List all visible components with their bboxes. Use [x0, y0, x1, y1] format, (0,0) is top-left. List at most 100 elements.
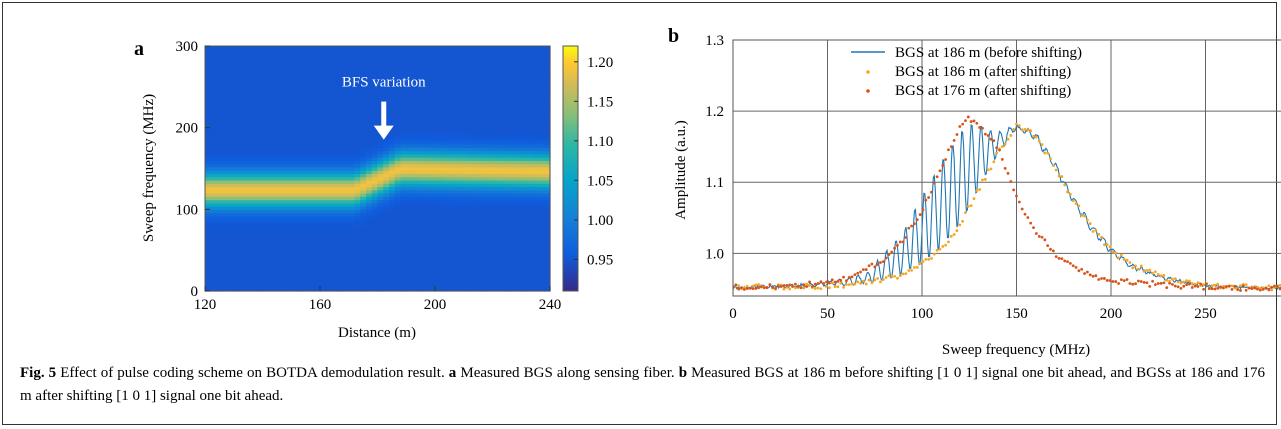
heatmap-cell — [233, 179, 241, 184]
heatmap-cell — [348, 150, 356, 155]
heatmap-cell — [435, 163, 442, 168]
heatmap-cell — [440, 228, 448, 233]
heatmap-cell — [308, 49, 315, 54]
heatmap-cell — [325, 108, 333, 112]
heatmap-cell — [377, 55, 384, 60]
heatmap-cell — [285, 150, 292, 155]
heatmap-cell — [544, 183, 551, 188]
heatmap-cell — [279, 49, 287, 54]
series-dot-176m-after — [1159, 281, 1163, 285]
heatmap-cell — [412, 49, 419, 54]
heatmap-cell — [504, 222, 511, 227]
heatmap-cell — [515, 160, 522, 165]
heatmap-cell — [532, 160, 540, 165]
heatmap-cell — [348, 81, 356, 86]
heatmap-cell — [458, 176, 465, 181]
heatmap-cell — [348, 281, 356, 286]
heatmap-cell — [366, 261, 373, 266]
heatmap-cell — [389, 277, 396, 282]
heatmap-cell — [538, 68, 545, 73]
heatmap-cell — [228, 49, 235, 54]
heatmap-cell — [251, 179, 258, 184]
heatmap-cell — [486, 85, 494, 90]
series-dot-176m-after — [1145, 281, 1149, 285]
heatmap-cell — [320, 235, 327, 240]
heatmap-cell — [302, 277, 310, 282]
heatmap-cell — [205, 114, 212, 119]
heatmap-cell — [222, 65, 229, 70]
heatmap-cell — [279, 95, 287, 99]
heatmap-cell — [509, 121, 517, 125]
heatmap-cell — [394, 117, 402, 122]
heatmap-cell — [210, 166, 218, 171]
heatmap-cell — [383, 114, 390, 119]
heatmap-cell — [515, 137, 522, 142]
heatmap-cell — [291, 206, 298, 210]
heatmap-cell — [366, 85, 373, 90]
heatmap-cell — [354, 88, 361, 93]
heatmap-cell — [251, 242, 258, 246]
heatmap-cell — [216, 264, 223, 269]
heatmap-cell — [492, 75, 499, 80]
heatmap-cell — [245, 277, 252, 282]
series-dot-176m-after — [913, 222, 916, 226]
heatmap-cell — [371, 209, 379, 214]
heatmap-cell — [429, 232, 436, 237]
heatmap-cell — [521, 166, 528, 171]
heatmap-cell — [274, 49, 281, 54]
heatmap-cell — [406, 176, 413, 181]
heatmap-cell — [417, 242, 425, 246]
heatmap-cell — [486, 144, 494, 148]
series-dot-176m-after — [1273, 284, 1276, 288]
series-dot-176m-after — [921, 208, 925, 212]
heatmap-cell — [291, 199, 298, 204]
heatmap-cell — [400, 170, 407, 174]
heatmap-cell — [256, 228, 264, 233]
heatmap-cell — [205, 287, 212, 292]
heatmap-cell — [222, 183, 229, 188]
heatmap-cell — [274, 248, 281, 253]
heatmap-cell — [527, 49, 534, 54]
heatmap-cell — [360, 264, 367, 269]
heatmap-cell — [371, 248, 379, 253]
heatmap-cell — [400, 55, 407, 60]
heatmap-cell — [371, 144, 379, 148]
heatmap-cell — [446, 219, 453, 223]
heatmap-cell — [222, 88, 229, 93]
heatmap-cell — [325, 127, 333, 132]
heatmap-cell — [458, 101, 465, 106]
heatmap-cell — [440, 199, 448, 204]
heatmap-cell — [446, 271, 453, 276]
heatmap-cell — [325, 186, 333, 191]
heatmap-cell — [205, 78, 212, 83]
heatmap-cell — [544, 264, 551, 269]
heatmap-cell — [527, 95, 534, 99]
heatmap-cell — [245, 245, 252, 250]
heatmap-cell — [504, 166, 511, 171]
heatmap-cell — [245, 124, 252, 129]
heatmap-cell — [406, 98, 413, 103]
heatmap-cell — [463, 137, 471, 142]
heatmap-cell — [544, 153, 551, 158]
heatmap-cell — [343, 209, 350, 214]
heatmap-cell — [222, 114, 229, 119]
heatmap-cell — [331, 173, 338, 178]
heatmap-cell — [492, 147, 499, 152]
heatmap-cell — [343, 91, 350, 96]
heatmap-cell — [509, 68, 517, 73]
heatmap-cell — [389, 150, 396, 155]
heatmap-cell — [360, 235, 367, 240]
heatmap-cell — [371, 137, 379, 142]
heatmap-cell — [429, 186, 436, 191]
series-dot-176m-after — [808, 280, 811, 284]
heatmap-cell — [262, 284, 269, 289]
heatmap-cell — [429, 183, 436, 188]
heatmap-cell — [228, 163, 235, 168]
heatmap-cell — [515, 166, 522, 171]
series-dot-176m-after — [1256, 287, 1259, 291]
heatmap-cell — [435, 179, 442, 184]
heatmap-cell — [331, 98, 338, 103]
heatmap-cell — [268, 189, 275, 194]
heatmap-cell — [331, 49, 338, 54]
heatmap-cell — [504, 228, 511, 233]
